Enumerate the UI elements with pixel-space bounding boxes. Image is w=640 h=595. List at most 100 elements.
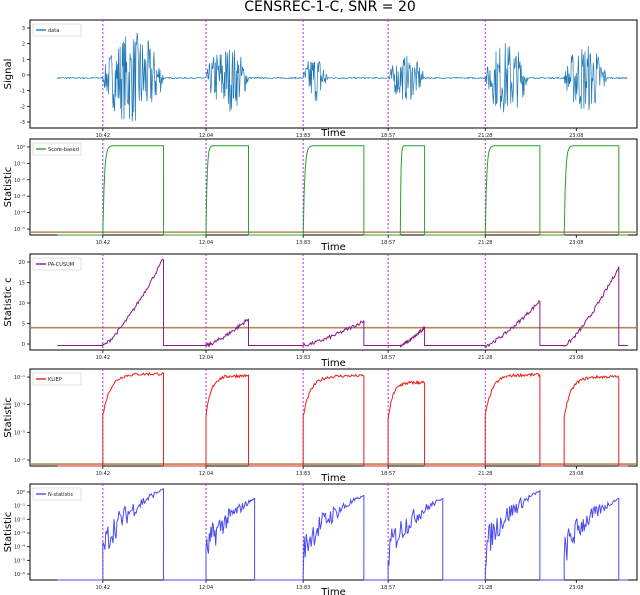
legend-box	[32, 487, 82, 501]
x-tick-label: 12:04	[199, 585, 213, 591]
y-tick-label: -2	[20, 104, 25, 110]
x-tick-label: 23:08	[569, 240, 583, 246]
statistic-line	[57, 371, 628, 467]
y-tick-label: 0	[22, 73, 25, 79]
x-tick-label: 10:42	[96, 471, 110, 477]
legend-label: PA-CUSUM	[48, 262, 74, 268]
x-tick-label: 18:57	[381, 133, 395, 139]
legend-label: KLIEP	[48, 377, 62, 383]
x-tick-label: 12:04	[199, 355, 213, 361]
x-tick-label: 23:08	[569, 133, 583, 139]
y-tick-label: 10⁻⁴	[14, 211, 25, 217]
x-tick-label: 21:28	[478, 355, 492, 361]
x-tick-label: 10:42	[96, 240, 110, 246]
legend-box	[32, 142, 82, 156]
y-tick-label: -1	[20, 89, 25, 95]
x-tick-label: 13:83	[296, 355, 310, 361]
y-tick-label: 15	[19, 281, 25, 287]
panel-3	[27, 253, 638, 353]
x-tick-label: 18:57	[381, 585, 395, 591]
y-tick-label: 5	[22, 322, 25, 328]
y-axis-label: Statistic	[3, 512, 14, 553]
legend-label: N-statistic	[48, 492, 73, 498]
x-tick-label: 23:08	[569, 585, 583, 591]
y-tick-label: 0	[22, 342, 25, 348]
legend	[32, 372, 82, 386]
x-tick-label: 12:04	[199, 471, 213, 477]
legend-label: data	[48, 28, 59, 34]
y-tick-label: 10⁰	[17, 490, 25, 496]
y-axis-label: Statistic	[3, 397, 14, 438]
panel-5	[27, 483, 638, 583]
x-tick-label: 21:28	[478, 240, 492, 246]
panel-2	[27, 138, 638, 238]
figure-title: CENSREC-1-C, SNR = 20	[244, 0, 416, 15]
x-tick-label: 23:08	[569, 471, 583, 477]
legend-label: Score-based	[48, 147, 79, 153]
panel-frame	[29, 253, 638, 351]
y-tick-label: -3	[20, 120, 25, 126]
x-axis-label: Time	[320, 242, 345, 253]
y-tick-label: 1	[22, 57, 25, 63]
x-axis-label: Time	[320, 473, 345, 484]
y-tick-label: 10⁰	[17, 145, 25, 151]
y-tick-label: 10⁻⁵	[14, 430, 25, 436]
y-tick-label: 10⁻⁵	[14, 558, 25, 564]
y-tick-label: 10⁻⁵	[14, 227, 25, 233]
panel-frame	[29, 483, 638, 581]
legend	[32, 142, 82, 156]
y-tick-label: 10⁻¹	[14, 504, 25, 510]
x-tick-label: 18:57	[381, 355, 395, 361]
y-tick-label: 10⁻³	[14, 194, 25, 200]
x-tick-label: 12:04	[199, 133, 213, 139]
y-tick-label: 10⁻²	[14, 178, 25, 184]
y-tick-label: 2	[22, 42, 25, 48]
panel-1	[27, 19, 638, 131]
x-tick-label: 23:08	[569, 355, 583, 361]
x-tick-label: 21:28	[478, 133, 492, 139]
x-axis-label: Time	[320, 128, 345, 139]
panel-4	[27, 368, 638, 469]
y-axis-label: Statistic c	[3, 277, 14, 326]
y-tick-label: 10⁻²	[14, 517, 25, 523]
panel-frame	[29, 138, 638, 236]
y-tick-label: 10⁻³	[14, 403, 25, 409]
y-tick-label: 10	[19, 301, 25, 307]
y-tick-label: 10⁻³	[14, 531, 25, 537]
x-tick-label: 10:42	[96, 133, 110, 139]
y-tick-label: 10⁻¹	[14, 161, 25, 167]
x-axis-label: Time	[320, 358, 345, 369]
legend-box	[32, 372, 82, 386]
x-tick-label: 13:83	[296, 240, 310, 246]
x-tick-label: 13:83	[296, 471, 310, 477]
x-tick-label: 18:57	[381, 240, 395, 246]
y-tick-label: 3	[22, 26, 25, 32]
x-tick-label: 21:28	[478, 471, 492, 477]
legend	[32, 23, 82, 37]
y-tick-label: 20	[19, 260, 25, 266]
x-tick-label: 10:42	[96, 585, 110, 591]
y-tick-label: 10⁻⁴	[14, 545, 25, 551]
statistic-line	[57, 145, 628, 236]
y-tick-label: 10⁻⁷	[14, 458, 25, 464]
x-tick-label: 13:83	[296, 585, 310, 591]
x-tick-label: 10:42	[96, 355, 110, 361]
panel-frame	[29, 368, 638, 467]
x-tick-label: 12:04	[199, 240, 213, 246]
statistic-line	[57, 487, 628, 581]
x-tick-label: 13:83	[296, 133, 310, 139]
legend	[32, 487, 82, 501]
y-axis-label: Statistic	[3, 167, 14, 208]
y-tick-label: 10⁻¹	[14, 375, 25, 381]
y-tick-label: 10⁻⁶	[14, 572, 25, 578]
legend	[32, 257, 82, 271]
legend-box	[32, 23, 82, 37]
panel-frame	[29, 19, 638, 129]
legend-box	[32, 257, 82, 271]
signal-line	[56, 32, 628, 122]
x-tick-label: 18:57	[381, 471, 395, 477]
y-axis-label: Signal	[3, 59, 14, 90]
statistic-line	[57, 258, 628, 348]
x-axis-label: Time	[320, 587, 345, 595]
